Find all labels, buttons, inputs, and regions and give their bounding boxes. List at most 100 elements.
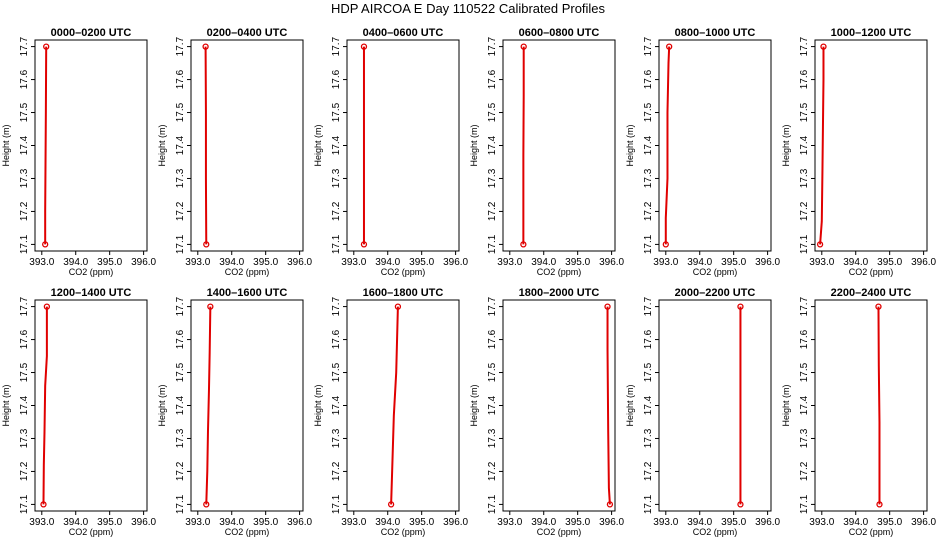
y-tick-label: 17.2 bbox=[799, 461, 810, 481]
y-tick-label: 17.3 bbox=[487, 168, 498, 188]
x-tick-label: 396.0 bbox=[599, 517, 624, 528]
y-tick-label: 17.6 bbox=[331, 329, 342, 349]
y-tick-label: 17.2 bbox=[643, 461, 654, 481]
y-tick-label: 17.5 bbox=[643, 362, 654, 382]
y-tick-label: 17.7 bbox=[643, 36, 654, 56]
y-axis-label: Height (m) bbox=[625, 384, 635, 426]
x-axis-label: CO2 (ppm) bbox=[537, 527, 582, 537]
y-axis-label: Height (m) bbox=[313, 124, 323, 166]
x-tick-label: 393.0 bbox=[341, 257, 366, 268]
y-tick-label: 17.4 bbox=[175, 135, 186, 155]
y-tick-label: 17.7 bbox=[487, 36, 498, 56]
y-tick-label: 17.3 bbox=[175, 168, 186, 188]
y-tick-label: 17.4 bbox=[331, 395, 342, 415]
y-tick-label: 17.4 bbox=[643, 135, 654, 155]
y-tick-label: 17.5 bbox=[487, 102, 498, 122]
y-tick-label: 17.5 bbox=[19, 362, 30, 382]
y-tick-label: 17.6 bbox=[643, 69, 654, 89]
y-tick-label: 17.6 bbox=[331, 69, 342, 89]
x-tick-label: 393.0 bbox=[185, 517, 210, 528]
x-tick-label: 396.0 bbox=[911, 517, 936, 528]
plot-frame bbox=[815, 300, 927, 511]
y-tick-label: 17.5 bbox=[175, 102, 186, 122]
x-tick-label: 396.0 bbox=[131, 257, 156, 268]
x-axis-label: CO2 (ppm) bbox=[693, 527, 738, 537]
profile-line bbox=[43, 307, 46, 505]
y-tick-label: 17.6 bbox=[487, 329, 498, 349]
panel-title: 0400–0600 UTC bbox=[363, 27, 444, 39]
y-tick-label: 17.2 bbox=[331, 201, 342, 221]
y-tick-label: 17.5 bbox=[331, 102, 342, 122]
x-tick-label: 396.0 bbox=[599, 257, 624, 268]
profile-line bbox=[206, 307, 210, 505]
y-tick-label: 17.1 bbox=[19, 494, 30, 514]
y-tick-label: 17.1 bbox=[799, 494, 810, 514]
x-axis-label: CO2 (ppm) bbox=[225, 527, 270, 537]
y-tick-label: 17.6 bbox=[175, 69, 186, 89]
x-tick-label: 393.0 bbox=[653, 517, 678, 528]
x-tick-label: 396.0 bbox=[287, 517, 312, 528]
y-tick-label: 17.5 bbox=[799, 102, 810, 122]
y-axis-label: Height (m) bbox=[625, 124, 635, 166]
y-tick-label: 17.4 bbox=[799, 135, 810, 155]
y-tick-label: 17.2 bbox=[643, 201, 654, 221]
plot-frame bbox=[503, 40, 615, 251]
plot-frame bbox=[35, 40, 147, 251]
y-axis-label: Height (m) bbox=[157, 124, 167, 166]
y-tick-label: 17.1 bbox=[643, 494, 654, 514]
y-tick-label: 17.3 bbox=[19, 428, 30, 448]
y-tick-label: 17.7 bbox=[799, 296, 810, 316]
y-tick-label: 17.7 bbox=[175, 296, 186, 316]
x-tick-label: 396.0 bbox=[911, 257, 936, 268]
y-tick-label: 17.6 bbox=[799, 69, 810, 89]
y-tick-label: 17.7 bbox=[487, 296, 498, 316]
x-tick-label: 396.0 bbox=[443, 517, 468, 528]
y-tick-label: 17.4 bbox=[487, 395, 498, 415]
x-tick-label: 396.0 bbox=[131, 517, 156, 528]
y-axis-label: Height (m) bbox=[1, 384, 11, 426]
y-tick-label: 17.6 bbox=[175, 329, 186, 349]
x-tick-label: 393.0 bbox=[497, 257, 522, 268]
x-axis-label: CO2 (ppm) bbox=[849, 267, 894, 277]
y-tick-label: 17.2 bbox=[175, 461, 186, 481]
y-tick-label: 17.3 bbox=[799, 168, 810, 188]
y-tick-label: 17.7 bbox=[331, 36, 342, 56]
profile-line bbox=[666, 47, 669, 245]
y-tick-label: 17.5 bbox=[331, 362, 342, 382]
y-tick-label: 17.3 bbox=[643, 168, 654, 188]
x-tick-label: 393.0 bbox=[29, 517, 54, 528]
panel-title: 2000–2200 UTC bbox=[675, 287, 756, 299]
y-tick-label: 17.1 bbox=[331, 234, 342, 254]
panel-title: 1800–2000 UTC bbox=[519, 287, 600, 299]
y-tick-label: 17.3 bbox=[19, 168, 30, 188]
y-tick-label: 17.7 bbox=[175, 36, 186, 56]
y-tick-label: 17.1 bbox=[19, 234, 30, 254]
y-axis-label: Height (m) bbox=[469, 384, 479, 426]
panel-title: 1600–1800 UTC bbox=[363, 287, 444, 299]
plot-frame bbox=[35, 300, 147, 511]
y-tick-label: 17.4 bbox=[19, 135, 30, 155]
x-axis-label: CO2 (ppm) bbox=[69, 527, 114, 537]
x-tick-label: 393.0 bbox=[653, 257, 678, 268]
profile-line bbox=[820, 47, 823, 245]
y-tick-label: 17.3 bbox=[331, 428, 342, 448]
panel-title: 0000–0200 UTC bbox=[51, 27, 132, 39]
panel-title: 0200–0400 UTC bbox=[207, 27, 288, 39]
y-tick-label: 17.1 bbox=[643, 234, 654, 254]
y-tick-label: 17.2 bbox=[175, 201, 186, 221]
y-tick-label: 17.4 bbox=[487, 135, 498, 155]
